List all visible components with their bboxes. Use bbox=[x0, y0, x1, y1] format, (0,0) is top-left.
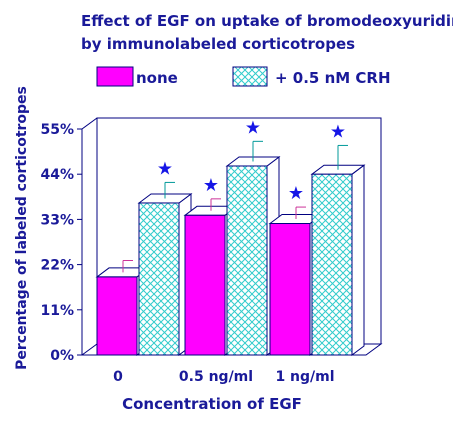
significance-star: ★ bbox=[203, 175, 219, 196]
x-tick-label: 0 bbox=[113, 369, 123, 385]
significance-star: ★ bbox=[330, 121, 346, 142]
y-tick-label: 22% bbox=[40, 258, 74, 274]
x-tick-label: 1 ng/ml bbox=[275, 369, 334, 385]
bar-group: ★ bbox=[310, 121, 366, 356]
legend-label-crh: + 0.5 nM CRH bbox=[275, 69, 391, 87]
y-tick-label: 55% bbox=[40, 122, 74, 138]
bar-group: ★ bbox=[225, 117, 281, 356]
y-tick-label: 44% bbox=[40, 167, 74, 183]
bars: ★ ★ ★ ★ ★ bbox=[95, 117, 366, 356]
y-tick-label: 0% bbox=[50, 348, 74, 364]
y-tick-label: 33% bbox=[40, 212, 74, 228]
significance-star: ★ bbox=[288, 183, 304, 204]
bar bbox=[311, 173, 353, 356]
left-wall-top bbox=[81, 117, 98, 130]
bar bbox=[96, 276, 138, 356]
legend: none + 0.5 nM CRH bbox=[96, 66, 391, 87]
bar bbox=[226, 165, 268, 356]
chart-title-line-1: Effect of EGF on uptake of bromodeoxyuri… bbox=[81, 12, 453, 30]
legend-label-none: none bbox=[136, 69, 178, 87]
significance-star: ★ bbox=[245, 117, 261, 138]
bar-group: ★ bbox=[137, 158, 193, 356]
chart-title-line-2: by immunolabeled corticotropes bbox=[81, 35, 355, 53]
bar bbox=[269, 223, 311, 356]
bar bbox=[138, 202, 180, 356]
bar-side bbox=[351, 164, 365, 356]
x-axis-label: Concentration of EGF bbox=[122, 395, 302, 413]
x-axis-ticks: 0 0.5 ng/ml 1 ng/ml bbox=[113, 369, 334, 385]
legend-swatch-crh bbox=[232, 66, 268, 87]
y-tick-label: 11% bbox=[40, 303, 74, 319]
significance-star: ★ bbox=[157, 158, 173, 179]
y-axis-ticks: 0% 11% 22% 33% 44% 55% bbox=[40, 122, 82, 364]
y-axis-label: Percentage of labeled corticotropes bbox=[14, 86, 30, 370]
bar bbox=[184, 214, 226, 356]
legend-swatch-none bbox=[96, 66, 134, 87]
x-tick-label: 0.5 ng/ml bbox=[179, 369, 253, 385]
